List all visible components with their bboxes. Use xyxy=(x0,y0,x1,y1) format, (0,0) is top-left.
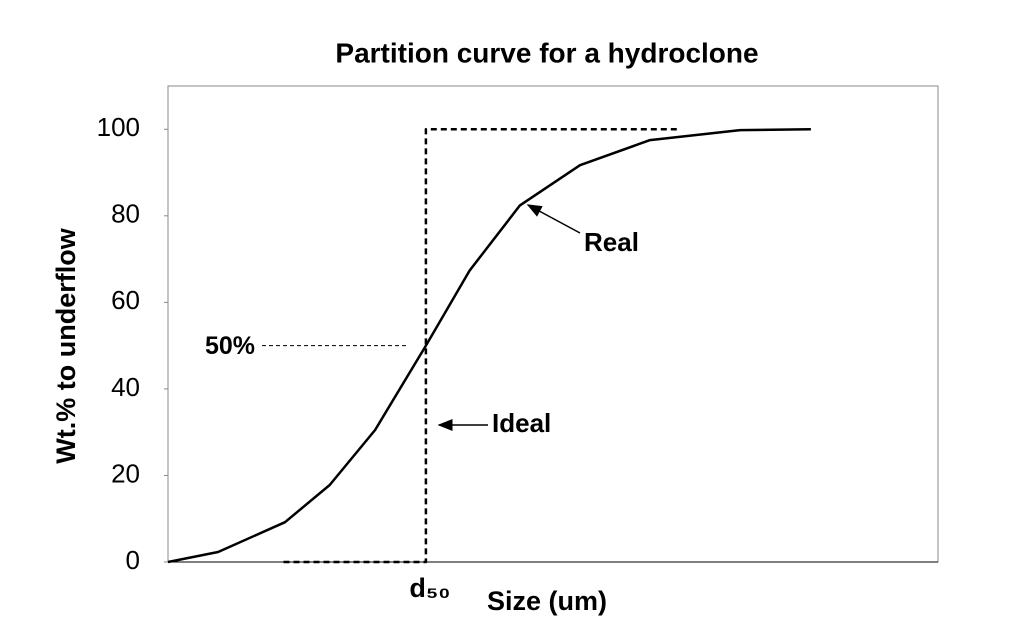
y-tick-label: 40 xyxy=(111,372,140,402)
plot-area xyxy=(167,85,939,563)
series-line xyxy=(283,128,678,564)
y-axis-title: Wt.% to underflow xyxy=(51,227,81,463)
y-tick-label: 20 xyxy=(111,458,140,488)
y-tick-label: 80 xyxy=(111,199,140,229)
chart-title: Partition curve for a hydroclone xyxy=(335,37,758,68)
reference-label: 50% xyxy=(205,332,255,360)
y-tick-label: 0 xyxy=(126,545,140,575)
annotation-arrow xyxy=(526,204,581,234)
series-annotation: Ideal xyxy=(492,408,551,438)
y-tick-label: 100 xyxy=(97,112,140,142)
x-axis-title: Size (um) xyxy=(487,586,607,616)
series-line xyxy=(167,128,811,564)
y-tick-label: 60 xyxy=(111,285,140,315)
d50-label: d₅₀ xyxy=(409,573,450,603)
series-annotation: Real xyxy=(584,227,639,257)
